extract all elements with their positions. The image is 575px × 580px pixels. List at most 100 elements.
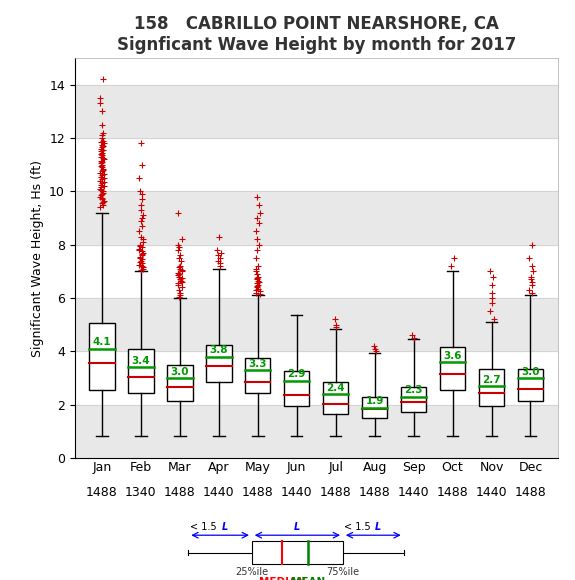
Point [177, 266, 186, 275]
Point [97, 156, 106, 165]
Point [99, 177, 109, 187]
Point [97, 157, 106, 166]
Bar [245, 358, 270, 393]
Point [138, 263, 147, 272]
Point [138, 264, 147, 273]
Point [254, 284, 263, 293]
Point [173, 208, 182, 218]
Point [527, 240, 536, 249]
Point [98, 136, 108, 146]
Point [98, 164, 108, 173]
Point [252, 279, 261, 288]
Point [253, 262, 262, 271]
Point [216, 262, 225, 271]
Point [97, 143, 106, 152]
Point [97, 183, 106, 192]
Point [252, 213, 261, 223]
Point [97, 199, 106, 208]
Point [173, 271, 182, 280]
Point [137, 160, 147, 169]
Point [177, 283, 186, 292]
Point [331, 320, 340, 329]
Text: 75%ile: 75%ile [327, 567, 359, 577]
Y-axis label: Significant Wave Height, Hs (ft): Significant Wave Height, Hs (ft) [30, 160, 44, 357]
Point [135, 244, 144, 253]
Point [489, 272, 498, 281]
Bar [401, 387, 426, 412]
Point [98, 197, 108, 206]
Text: 1488: 1488 [164, 486, 196, 499]
Point [97, 130, 106, 140]
Point [173, 279, 182, 288]
Point [252, 270, 261, 279]
Point [176, 251, 185, 260]
Point [95, 93, 105, 103]
Point [97, 148, 106, 157]
Point [177, 256, 186, 266]
Text: 3.0: 3.0 [171, 367, 189, 376]
Point [137, 246, 147, 256]
Point [135, 252, 144, 262]
Text: 3.8: 3.8 [210, 345, 228, 355]
Point [137, 190, 146, 199]
Bar [75, 405, 558, 458]
Text: < 1.5: < 1.5 [190, 523, 220, 532]
Point [408, 331, 417, 340]
Text: 1488: 1488 [320, 486, 351, 499]
Point [527, 277, 536, 287]
Text: 2.9: 2.9 [288, 369, 306, 379]
Point [97, 186, 106, 195]
Point [99, 155, 108, 164]
Bar [323, 382, 348, 414]
Point [97, 179, 106, 188]
Point [98, 75, 108, 84]
Point [409, 334, 419, 343]
Point [95, 184, 105, 193]
Point [137, 213, 146, 223]
Text: 1488: 1488 [86, 486, 118, 499]
Point [98, 142, 108, 151]
Text: 1488: 1488 [515, 486, 546, 499]
Text: L: L [375, 523, 381, 532]
Point [96, 172, 105, 182]
Bar [75, 298, 558, 351]
Point [97, 107, 106, 116]
Point [251, 264, 260, 273]
Point [98, 128, 108, 137]
Point [99, 187, 108, 196]
Point [449, 253, 458, 263]
Bar [167, 365, 193, 401]
Point [255, 240, 264, 249]
Point [99, 173, 109, 183]
Point [95, 192, 105, 201]
Point [255, 219, 264, 228]
Text: 1440: 1440 [203, 486, 235, 499]
Point [526, 272, 535, 281]
Point [252, 288, 261, 298]
Point [136, 205, 145, 215]
Point [213, 251, 223, 260]
Point [528, 262, 537, 271]
Text: 1.9: 1.9 [366, 396, 384, 406]
Point [489, 315, 498, 324]
Point [98, 120, 107, 129]
Point [371, 347, 381, 356]
Text: 3.3: 3.3 [248, 358, 267, 368]
Point [135, 240, 144, 249]
Point [330, 315, 339, 324]
Point [488, 299, 497, 308]
Point [174, 292, 183, 302]
Point [137, 249, 147, 259]
Text: L: L [221, 523, 228, 532]
Point [134, 260, 143, 269]
Point [178, 267, 187, 276]
Point [97, 193, 106, 202]
Point [138, 262, 147, 271]
Point [98, 167, 107, 176]
Point [175, 272, 184, 281]
Point [254, 277, 263, 287]
Text: 1440: 1440 [476, 486, 507, 499]
Point [97, 163, 106, 172]
Bar [362, 397, 388, 418]
Point [97, 152, 106, 161]
